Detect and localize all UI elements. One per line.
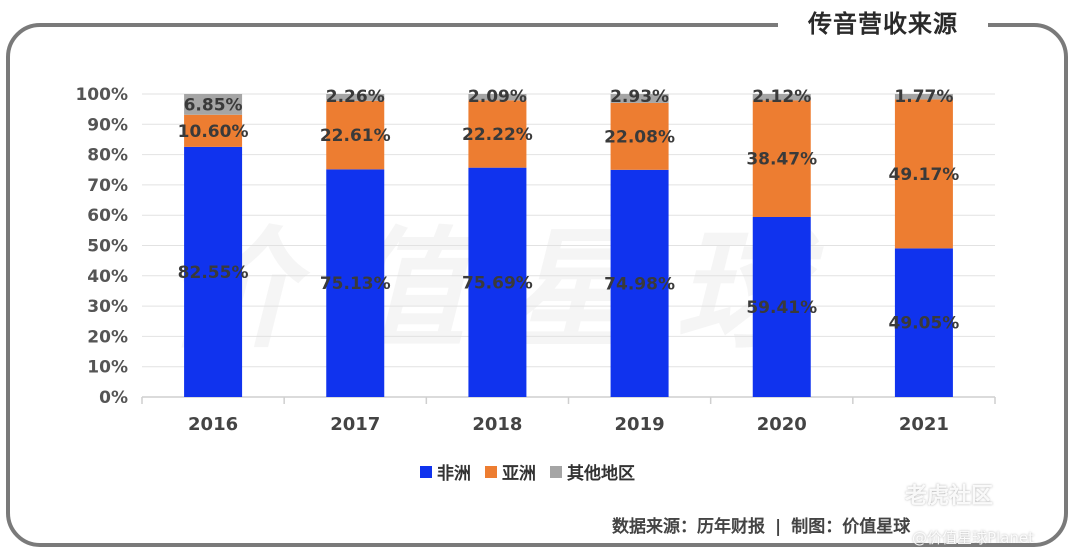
legend: 非洲 亚洲 其他地区 [420,459,635,484]
corner-watermark-handle: @价值星球Planet [912,529,1035,547]
x-tick-label: 2020 [757,414,807,435]
data-label: 2.09% [468,87,527,107]
y-tick-label: 60% [87,206,128,226]
y-tick-label: 80% [87,146,128,166]
data-label: 22.22% [462,125,533,145]
bar-segment [894,94,953,100]
chart-frame [6,23,1068,547]
x-tick-label: 2021 [899,414,949,435]
axes: 0% 10% 20% 30% 40% 50% 60% 70% 80% 90% 100% 2016 201… [75,85,996,435]
data-label: 74.98% [604,274,675,294]
legend-item-africa: 非洲 [420,459,471,484]
gridlines [142,93,995,368]
legend-item-other: 其他地区 [550,459,635,484]
legend-label-asia: 亚洲 [502,464,536,484]
x-tick-label: 2019 [615,414,665,435]
bar-segment [610,94,669,103]
data-label: 1.77% [894,87,953,107]
data-label: 10.60% [178,122,249,142]
legend-swatch-other [550,465,562,478]
bar-segment [894,99,953,249]
bar-segment [468,94,527,101]
x-tick-label: 2016 [188,414,238,435]
data-label: 59.41% [746,298,817,318]
data-label: 82.55% [178,263,249,283]
footer-separator: | [775,517,782,537]
y-tick-label: 90% [87,115,128,135]
bar-segment [184,146,243,397]
data-label: 75.69% [462,273,533,293]
data-label: 75.13% [320,274,391,294]
data-label: 49.17% [889,165,960,185]
bars [184,94,953,397]
source-text: 数据来源：历年财报 [612,517,765,537]
y-tick-label: 30% [87,297,128,317]
bar-segment [752,100,811,217]
data-label: 6.85% [184,95,243,115]
x-tick-label: 2017 [330,414,380,435]
y-tick-label: 20% [87,327,128,347]
y-tick-label: 100% [75,85,128,105]
data-label: 22.08% [604,127,675,147]
data-label: 2.93% [610,87,669,107]
bar-segment [326,100,385,170]
legend-label-other: 其他地区 [567,464,635,484]
bar-segment [610,169,669,397]
bar-segment [468,100,527,168]
chart-title: 传音营收来源 [808,10,958,38]
legend-item-asia: 亚洲 [485,459,536,484]
bar-segment [610,102,669,170]
bar-segment [326,94,385,101]
x-tick-label: 2018 [472,414,522,435]
bar-segment [752,216,811,397]
y-tick-label: 50% [87,237,128,257]
data-label: 2.26% [326,87,385,107]
data-label: 2.12% [752,87,811,107]
bar-segment [326,169,385,397]
data-labels: 82.55% 10.60% 6.85% 75.13% 22.61% 2.26% 75.69%… [178,87,960,334]
source-footer: 数据来源：历年财报 | 制图：价值星球 [612,512,910,537]
legend-swatch-asia [485,465,497,478]
y-tick-label: 70% [87,176,128,196]
bar-segment [184,114,243,147]
credit-text: 制图：价值星球 [791,517,911,537]
data-label: 49.05% [889,314,960,334]
legend-label-africa: 非洲 [437,464,471,484]
y-tick-label: 0% [99,388,128,408]
data-label: 38.47% [746,150,817,170]
y-tick-label: 40% [87,267,128,287]
bar-segment [468,167,527,397]
data-label: 22.61% [320,126,391,146]
legend-swatch-africa [420,465,432,478]
corner-watermark: 老虎社区 [905,484,994,509]
title-tab: 传音营收来源 [778,0,988,44]
bar-segment [752,94,811,101]
bar-segment [184,94,243,115]
y-tick-label: 10% [87,358,128,378]
bar-segment [894,248,953,397]
